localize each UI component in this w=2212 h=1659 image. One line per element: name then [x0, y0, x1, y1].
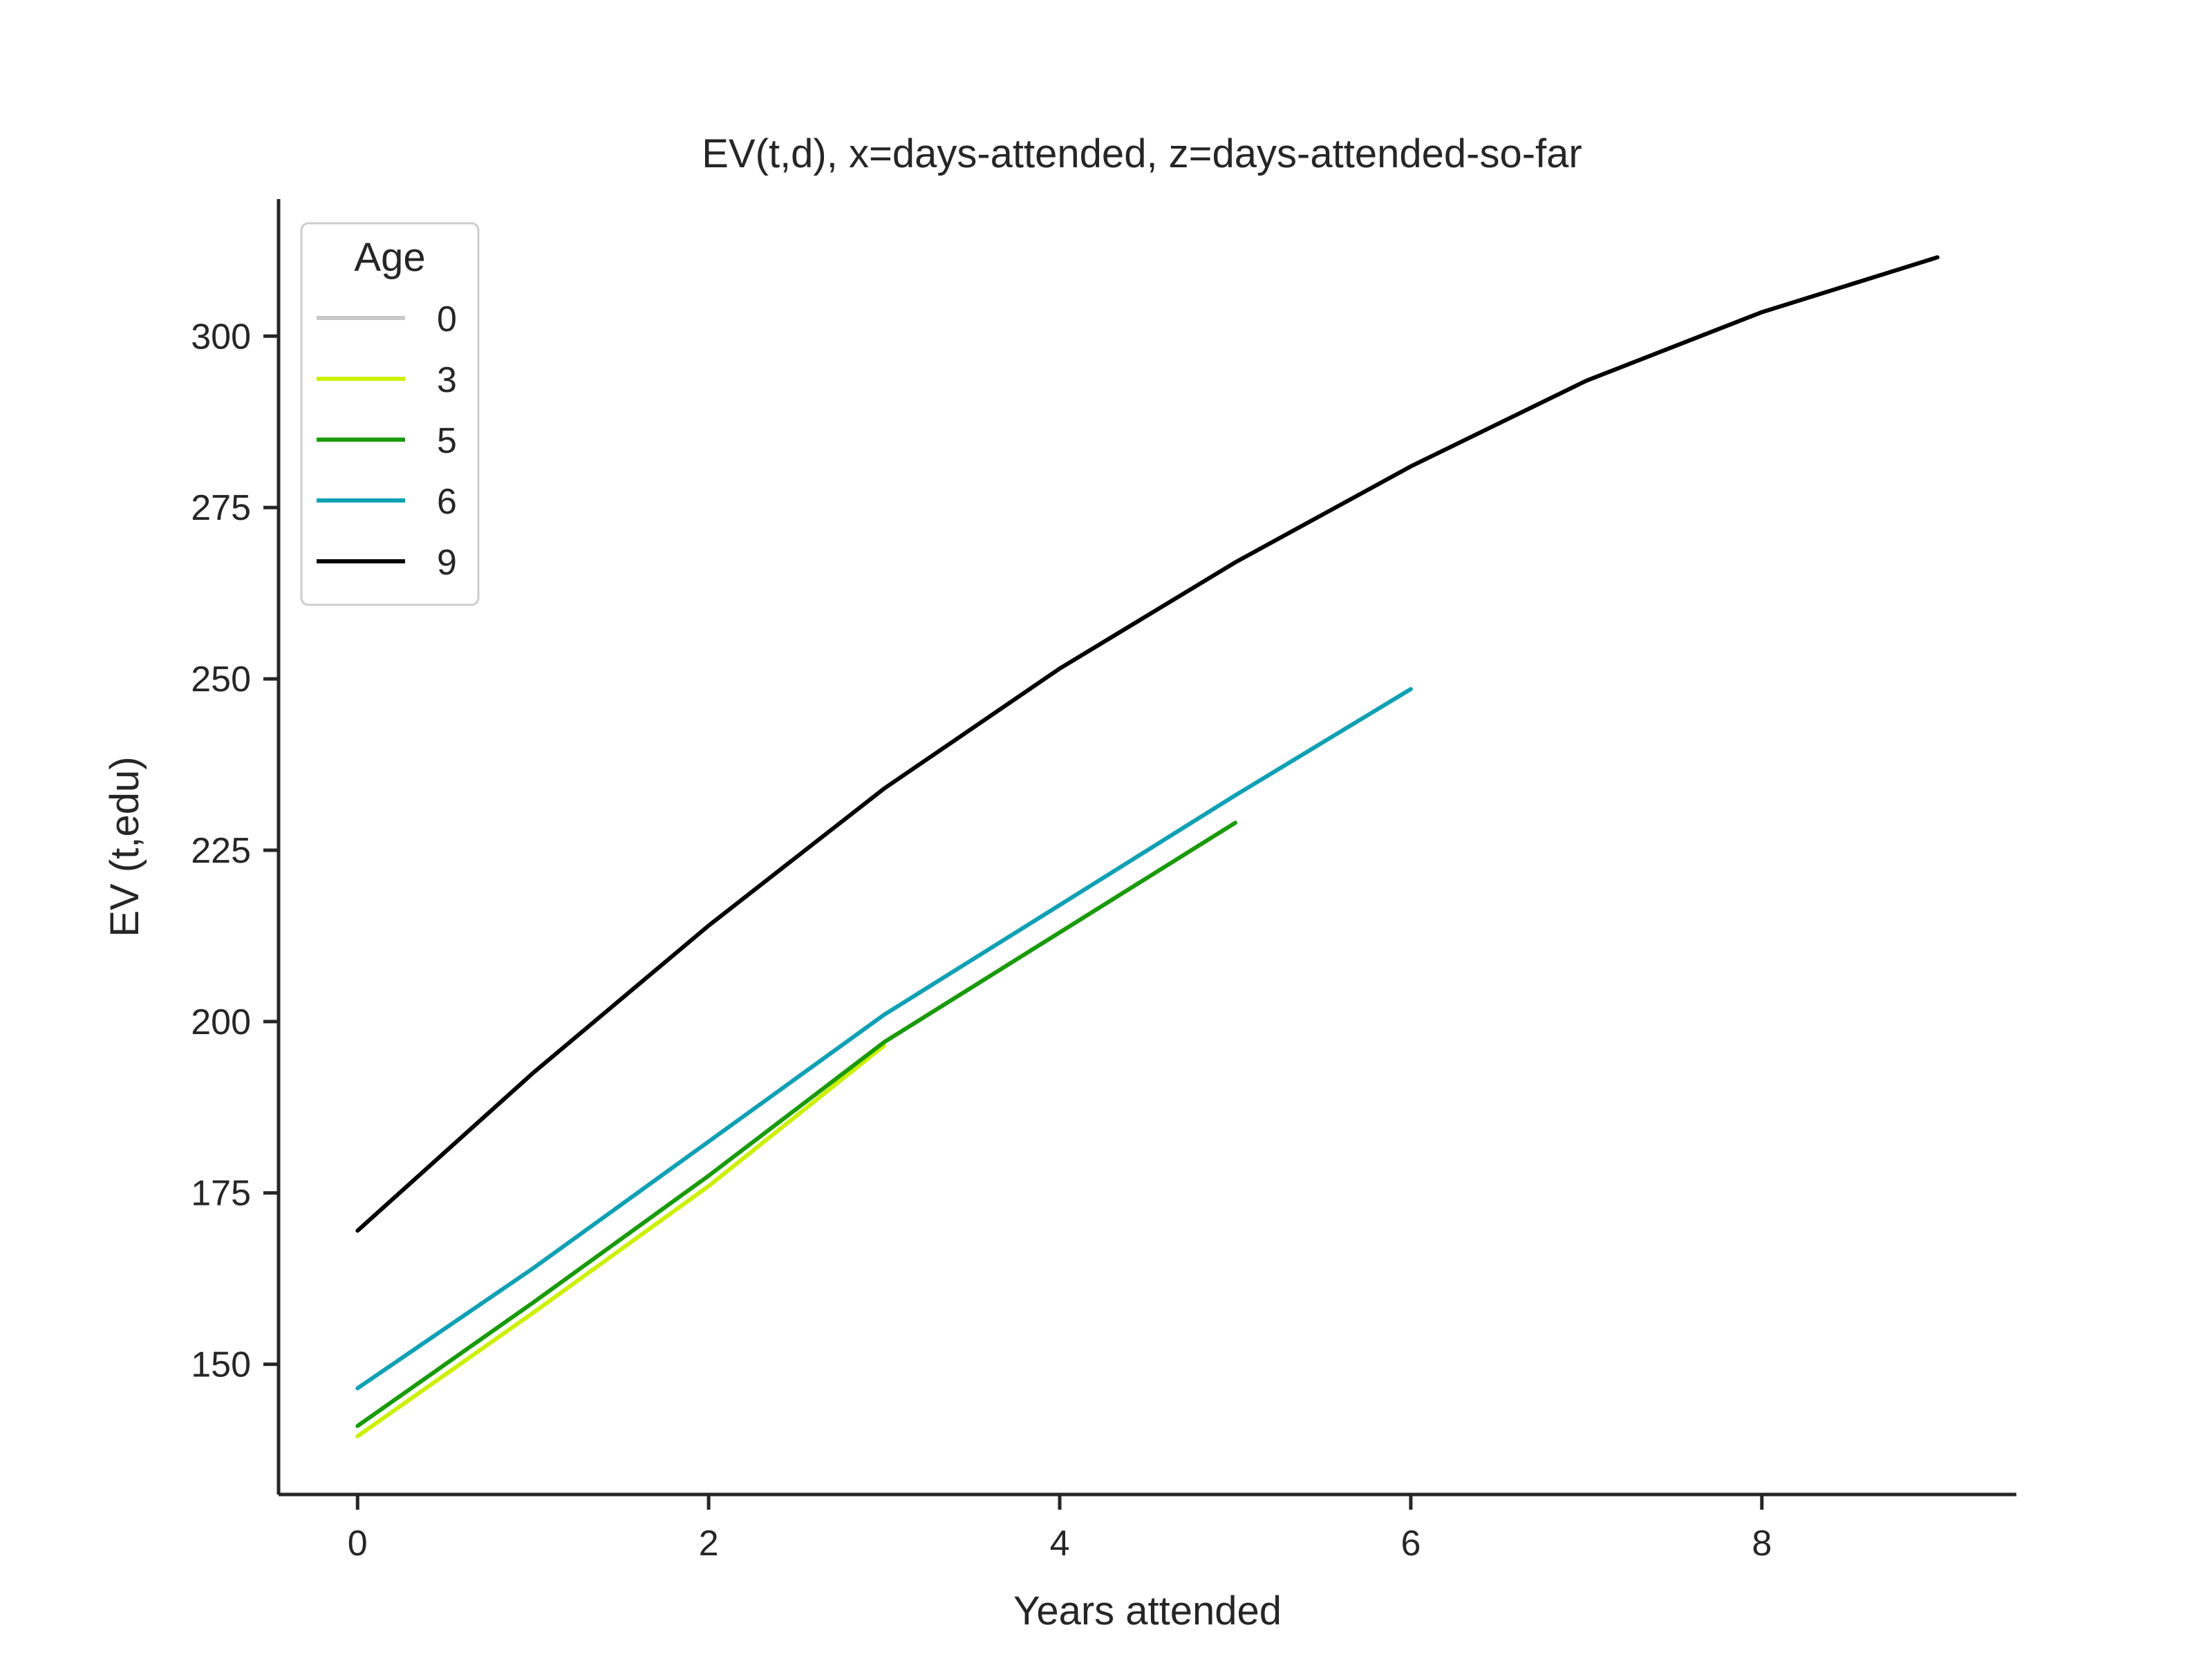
series-lines: [355, 255, 1940, 1438]
series-line-age-5: [355, 821, 1237, 1428]
legend-label-age-5: 5: [437, 421, 457, 461]
legend-entries: 0 3 5 6 9: [317, 299, 457, 583]
x-axis-label: Years attended: [1013, 1588, 1282, 1633]
x-tick-label: 4: [1050, 1524, 1070, 1564]
x-tick-label: 0: [348, 1524, 368, 1564]
chart-title: EV(t,d), x=days-attended, z=days-attende…: [702, 131, 1582, 176]
legend-label-age-3: 3: [437, 360, 457, 400]
series-line-age-9: [355, 255, 1940, 1233]
y-tick-label: 150: [191, 1345, 251, 1385]
legend-label-age-0: 0: [437, 299, 457, 339]
legend-title: Age: [354, 235, 425, 280]
y-tick-label: 250: [191, 659, 251, 700]
series-line-age-6: [355, 686, 1413, 1391]
legend: Age 0 3 5 6 9: [300, 222, 480, 606]
y-axis-label: EV (t,edu): [102, 756, 147, 937]
x-tick-label: 8: [1752, 1524, 1772, 1564]
x-ticks: 0 2 4 6 8: [348, 1494, 1772, 1564]
x-tick-label: 2: [699, 1524, 719, 1564]
series-line-age-3: [355, 1043, 887, 1438]
y-tick-label: 175: [191, 1174, 251, 1214]
legend-label-age-6: 6: [437, 482, 457, 522]
y-ticks: 150 175 200 225 250 275 300: [191, 317, 279, 1385]
legend-label-age-9: 9: [437, 543, 457, 583]
y-tick-label: 275: [191, 488, 251, 528]
y-tick-label: 225: [191, 831, 251, 871]
x-tick-label: 6: [1400, 1524, 1421, 1564]
y-tick-label: 200: [191, 1002, 251, 1042]
y-tick-label: 300: [191, 317, 251, 357]
